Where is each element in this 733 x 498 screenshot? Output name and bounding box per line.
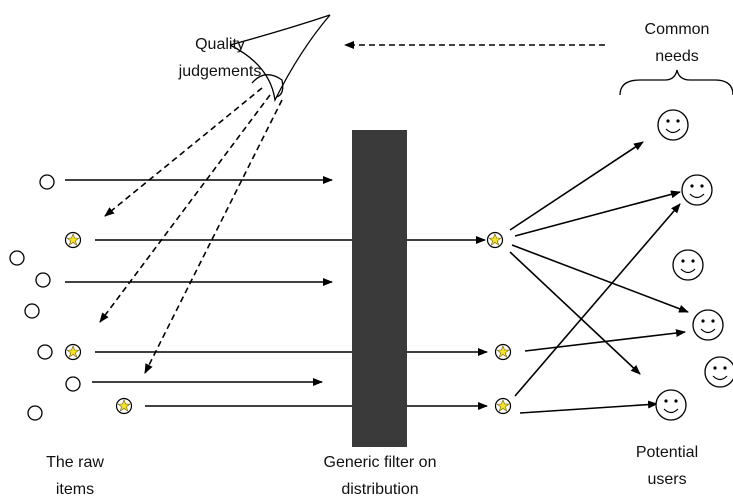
label: distribution: [341, 481, 418, 498]
label: Generic filter on: [324, 454, 437, 471]
eye: [230, 15, 330, 100]
diagram: Quality judgements Common needs The raw …: [0, 0, 733, 498]
judgement-arrow: [100, 95, 270, 322]
label: Common: [645, 21, 710, 38]
label: Potential: [636, 444, 698, 461]
label: users: [647, 471, 686, 488]
judgement-arrow: [145, 100, 282, 373]
raw-items: [10, 175, 511, 420]
label: Quality: [195, 36, 245, 53]
label: judgements: [178, 63, 262, 80]
users: [656, 110, 733, 420]
label: The raw: [46, 454, 104, 471]
label: needs: [655, 48, 699, 65]
label: items: [56, 481, 94, 498]
user-arrows: [510, 142, 688, 413]
brace: [620, 70, 733, 95]
judgement-arrow: [105, 88, 262, 216]
item-flows: [65, 180, 487, 406]
filter: [352, 130, 407, 447]
